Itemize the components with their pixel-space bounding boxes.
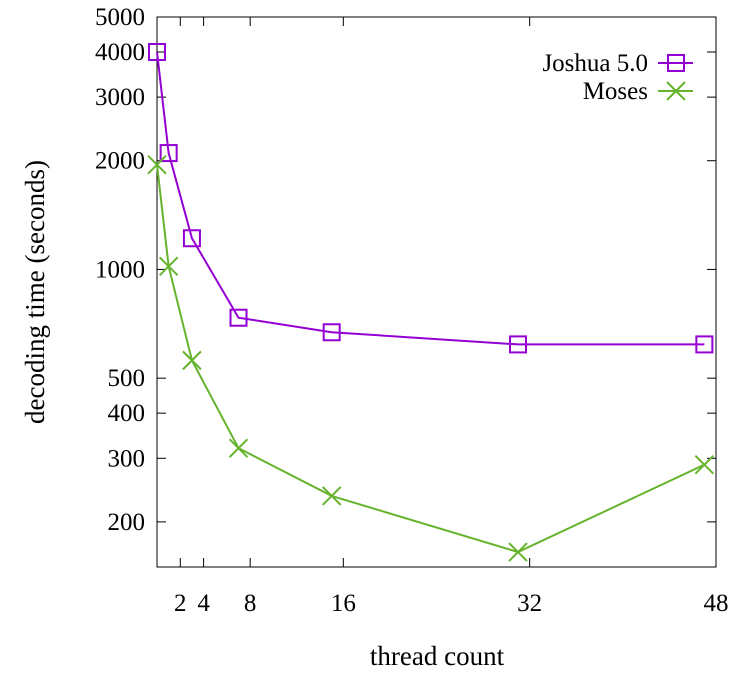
data-point xyxy=(158,256,179,277)
y-tick-label: 200 xyxy=(108,509,146,536)
data-point xyxy=(229,308,248,327)
data-point xyxy=(322,323,341,342)
series-2 xyxy=(147,154,715,562)
y-tick-label: 300 xyxy=(108,445,146,472)
data-point xyxy=(159,144,178,163)
data-point xyxy=(509,335,528,354)
series-1 xyxy=(148,42,714,354)
x-tick-label: 8 xyxy=(244,590,257,617)
y-tick-label: 5000 xyxy=(95,4,145,31)
series-line xyxy=(156,164,705,554)
data-point xyxy=(666,81,686,101)
x-tick-label: 48 xyxy=(704,590,729,617)
y-tick-label: 3000 xyxy=(95,84,145,111)
data-point xyxy=(148,42,166,61)
x-tick-label: 4 xyxy=(197,590,210,617)
y-axis: 200 300 400 500 1000 2000 3000 4000 5000 xyxy=(95,4,716,536)
data-point xyxy=(321,486,342,506)
y-tick-label: 500 xyxy=(108,365,146,392)
legend-label: Joshua 5.0 xyxy=(542,50,648,77)
y-tick-label: 1000 xyxy=(95,256,145,283)
legend-item: Joshua 5.0 xyxy=(542,50,693,77)
plot-frame xyxy=(156,16,717,568)
data-point xyxy=(508,542,528,562)
y-tick-label: 400 xyxy=(108,400,146,427)
legend-label: Moses xyxy=(583,78,648,105)
y-axis-title: decoding time (seconds) xyxy=(20,160,50,424)
x-tick-label: 32 xyxy=(517,590,542,617)
data-point xyxy=(182,350,202,371)
data-point xyxy=(147,154,167,175)
x-axis-title: thread count xyxy=(370,641,505,671)
data-point xyxy=(182,229,201,248)
data-point xyxy=(695,335,714,354)
series-layer xyxy=(147,42,715,562)
data-point xyxy=(694,454,715,475)
series-line xyxy=(156,51,705,346)
data-point xyxy=(228,438,249,458)
x-tick-label: 2 xyxy=(174,590,187,617)
x-tick-label: 16 xyxy=(331,590,356,617)
legend-item: Moses xyxy=(583,78,693,105)
y-tick-label: 2000 xyxy=(95,148,145,175)
y-tick-label: 4000 xyxy=(95,39,145,66)
data-point xyxy=(667,54,685,72)
x-axis: 2 4 8 16 32 48 xyxy=(174,17,729,617)
